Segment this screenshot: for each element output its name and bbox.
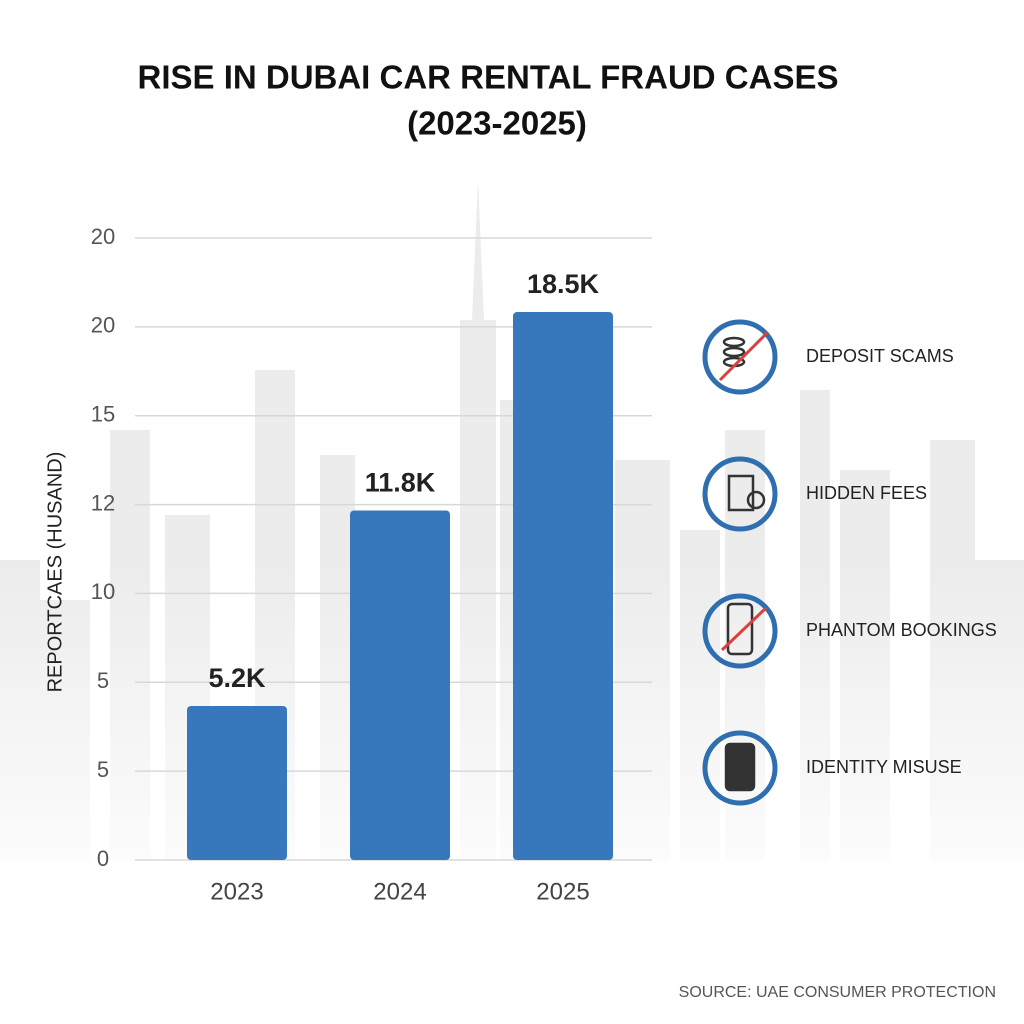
fraud-type-label: HIDDEN FEES — [806, 483, 927, 503]
y-tick-label: 12 — [91, 490, 115, 515]
y-tick-label: 20 — [91, 224, 115, 249]
y-tick-label: 10 — [91, 579, 115, 604]
bar — [350, 510, 450, 860]
value-label: 11.8K — [365, 468, 436, 498]
skyline — [0, 180, 1024, 920]
y-tick-label: 0 — [97, 846, 109, 871]
y-axis-label: REPORTCAES (HUSAND) — [44, 452, 66, 693]
y-tick-label: 20 — [91, 313, 115, 338]
fraud-type-label: PHANTOM BOOKINGS — [806, 620, 997, 640]
value-label: 5.2K — [208, 663, 266, 693]
y-tick-label: 5 — [97, 757, 109, 782]
bar — [513, 312, 613, 860]
chart-title: RISE IN DUBAI CAR RENTAL FRAUD CASES — [138, 59, 839, 96]
chart-title: (2023-2025) — [407, 105, 587, 142]
x-tick-label: 2023 — [210, 878, 263, 905]
y-tick-label: 15 — [91, 402, 115, 427]
fraud-type-label: IDENTITY MISUSE — [806, 757, 962, 777]
icons — [702, 319, 778, 806]
x-tick-label: 2024 — [373, 878, 426, 905]
y-tick-label: 5 — [97, 668, 109, 693]
bar — [187, 705, 287, 860]
source: SOURCE: UAE CONSUMER PROTECTION — [679, 984, 996, 1001]
value-label: 18.5K — [527, 269, 600, 299]
fraud-type-label: DEPOSIT SCAMS — [806, 346, 954, 366]
x-tick-label: 2025 — [536, 878, 589, 905]
